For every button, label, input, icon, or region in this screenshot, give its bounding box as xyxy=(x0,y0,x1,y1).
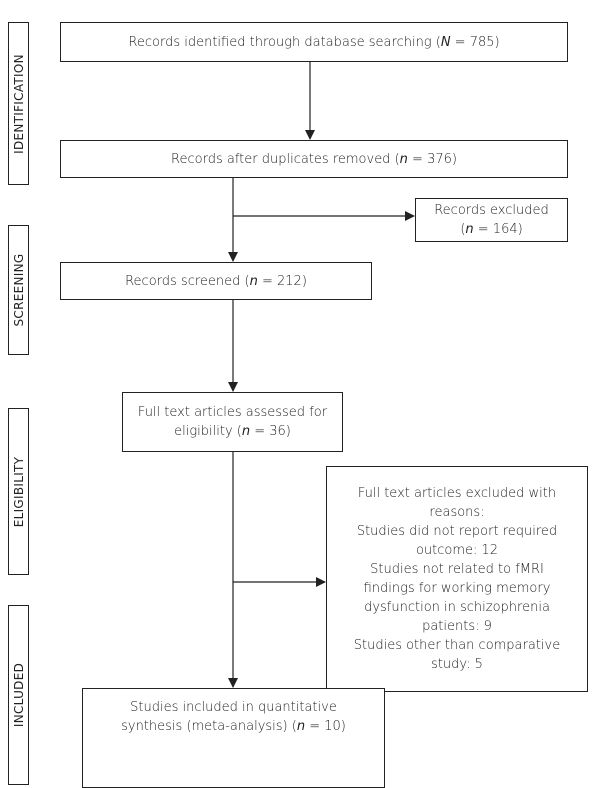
text: = 164) xyxy=(473,222,523,237)
text-line: Studies not related to fMRI xyxy=(370,560,544,579)
text-line: patients: 9 xyxy=(422,617,492,636)
text-line: (n = 164) xyxy=(460,220,522,239)
text-line: Records after duplicates removed (n = 37… xyxy=(171,150,457,169)
text-line: Full text articles assessed for xyxy=(138,403,327,422)
text: Records after duplicates removed ( xyxy=(171,151,400,167)
count-symbol: n xyxy=(249,273,258,289)
text: ( xyxy=(460,222,466,237)
flow-box: Records after duplicates removed (n = 37… xyxy=(60,140,568,178)
text: Full text articles excluded with xyxy=(357,486,557,501)
text-line: findings for working memory xyxy=(364,579,551,598)
text: Studies other than comparative xyxy=(353,638,561,653)
text: Records screened ( xyxy=(125,273,250,289)
text: Studies not related to fMRI xyxy=(370,562,544,577)
stage-text: SCREENING xyxy=(11,253,26,327)
stage-label: IDENTIFICATION xyxy=(8,22,29,185)
text: = 785) xyxy=(450,34,500,50)
text: Full text articles assessed for xyxy=(137,405,328,420)
text: = 212) xyxy=(257,273,307,289)
count-symbol: n xyxy=(399,151,408,167)
text-line: outcome: 12 xyxy=(416,541,498,560)
text: dysfunction in schizophrenia xyxy=(364,600,550,615)
text-line: Studies included in quantitative xyxy=(130,698,337,717)
text: Studies did not report required xyxy=(356,524,558,539)
text: synthesis (meta-analysis) ( xyxy=(121,719,297,734)
text-line: dysfunction in schizophrenia xyxy=(364,598,550,617)
stage-text: ELIGIBILITY xyxy=(11,456,26,527)
text: Records excluded xyxy=(434,203,549,218)
text-line: Records excluded xyxy=(434,201,549,220)
text-line: Records identified through database sear… xyxy=(128,33,499,52)
stage-text: INCLUDED xyxy=(11,662,26,728)
count-symbol: n xyxy=(465,222,474,237)
text-line: reasons: xyxy=(429,503,484,522)
text-line: study: 5 xyxy=(431,655,483,674)
text-line: eligibility (n = 36) xyxy=(174,422,291,441)
text: reasons: xyxy=(429,505,485,520)
text: = 10) xyxy=(305,719,346,734)
count-symbol: n xyxy=(296,719,306,734)
count-symbol: n xyxy=(241,424,251,439)
stage-text: IDENTIFICATION xyxy=(11,53,26,154)
text-line: synthesis (meta-analysis) (n = 10) xyxy=(121,717,346,736)
stage-label: SCREENING xyxy=(8,225,29,355)
text-line: Studies other than comparative xyxy=(354,636,561,655)
flow-box: Records excluded (n = 164) xyxy=(415,198,568,242)
text: outcome: 12 xyxy=(415,543,499,558)
text: = 36) xyxy=(250,424,291,439)
stage-label: INCLUDED xyxy=(8,605,29,785)
text-line: Full text articles excluded with xyxy=(358,484,556,503)
flow-box: Full text articles assessed for eligibili… xyxy=(122,392,343,452)
text: Records identified through database sear… xyxy=(128,34,441,50)
text: findings for working memory xyxy=(363,581,551,596)
stage-label: ELIGIBILITY xyxy=(8,408,29,575)
text: = 376) xyxy=(407,151,457,167)
text: patients: 9 xyxy=(422,619,492,634)
text: eligibility ( xyxy=(174,424,242,439)
text: study: 5 xyxy=(431,657,483,672)
flow-box: Records screened (n = 212) xyxy=(60,262,372,300)
flow-box: Studies included in quantitative synthesi… xyxy=(82,688,385,788)
flow-box: Full text articles excluded with reasons:… xyxy=(326,466,588,692)
flow-box: Records identified through database sear… xyxy=(60,22,568,62)
text: Studies included in quantitative xyxy=(130,700,337,715)
text-line: Studies did not report required xyxy=(357,522,557,541)
count-symbol: N xyxy=(440,34,451,50)
text-line: Records screened (n = 212) xyxy=(125,272,307,291)
